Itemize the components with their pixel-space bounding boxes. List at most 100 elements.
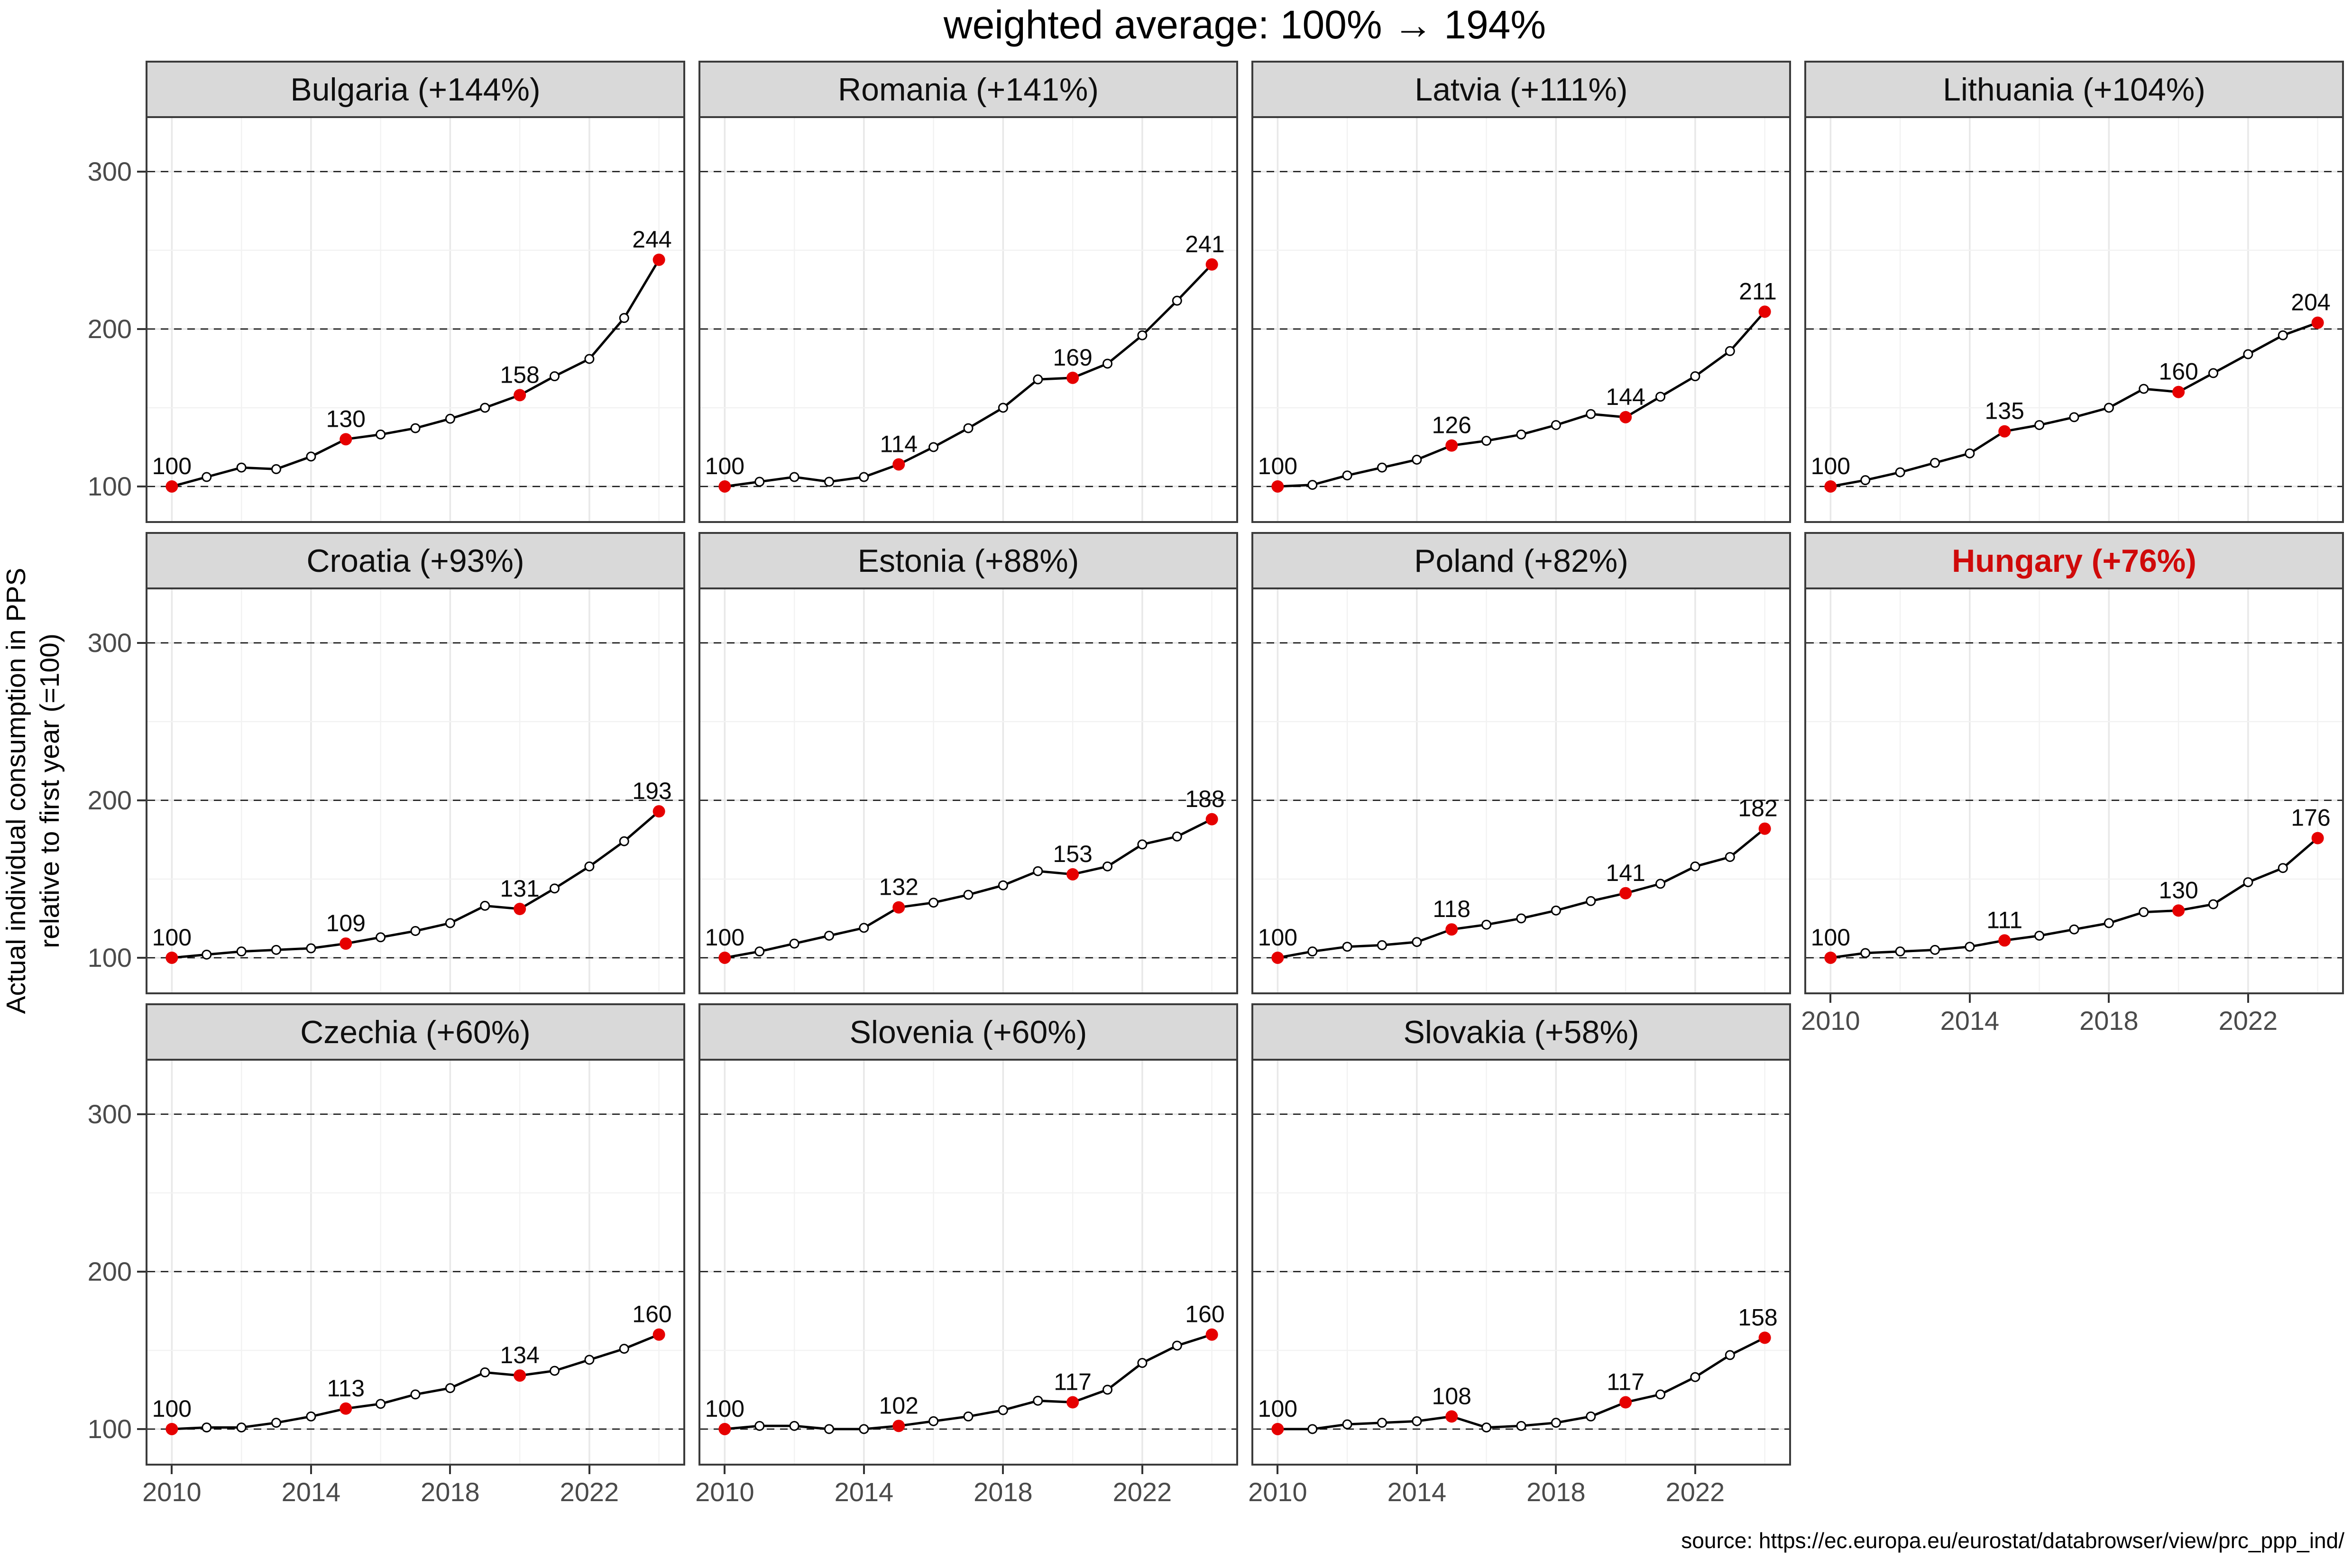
facet-strip-czechia: Czechia (+60%) [146, 1003, 685, 1061]
facet-plot-romania: 100 114 169 241 [700, 118, 1236, 521]
data-point-bulgaria-2012 [236, 462, 247, 473]
data-point-slovakia-2017 [1516, 1421, 1526, 1431]
y-tick-label: 300 [87, 627, 132, 658]
data-point-czechia-2016 [376, 1399, 386, 1409]
highlight-point-poland-2020 [1619, 887, 1632, 899]
highlight-point-lithuania-2010 [1824, 480, 1837, 493]
y-tick-mark [137, 485, 146, 487]
x-tick-label: 2014 [1940, 1006, 2000, 1036]
highlight-point-estonia-2024 [1205, 813, 1218, 825]
chart-title: weighted average: 100% → 194% [943, 2, 1546, 47]
data-point-lithuania-2019 [2139, 384, 2149, 394]
data-point-estonia-2019 [1033, 866, 1043, 876]
highlight-point-lithuania-2024 [2311, 316, 2324, 329]
data-point-lithuania-2017 [2069, 412, 2079, 422]
data-point-croatia-2018 [445, 918, 455, 928]
facet-panel-croatia: 100 109 131 193 [146, 587, 685, 994]
data-point-lithuania-2023 [2278, 330, 2288, 340]
y-axis-title-line1: Actual individual consumption in PPS [0, 568, 31, 1014]
y-tick-label: 200 [87, 1256, 132, 1286]
data-point-czechia-2022 [584, 1355, 595, 1365]
data-point-slovenia-2022 [1137, 1358, 1148, 1368]
y-tick-label: 100 [87, 942, 132, 972]
data-point-hungary-2013 [1929, 944, 1940, 955]
data-point-slovakia-2018 [1551, 1418, 1561, 1428]
data-point-slovenia-2014 [859, 1424, 869, 1434]
highlight-point-bulgaria-2015 [340, 433, 352, 446]
data-point-croatia-2012 [236, 946, 247, 957]
data-point-slovenia-2018 [998, 1405, 1008, 1415]
data-point-romania-2022 [1137, 330, 1148, 340]
data-point-bulgaria-2019 [480, 403, 490, 413]
data-point-latvia-2016 [1481, 436, 1492, 446]
y-tick-mark [137, 1113, 146, 1115]
point-label-poland-2020: 141 [1606, 860, 1645, 886]
data-point-romania-2014 [859, 472, 869, 482]
highlight-point-slovakia-2010 [1271, 1422, 1284, 1435]
source-note: source: https://ec.europa.eu/eurostat/da… [1681, 1528, 2344, 1553]
data-point-slovakia-2014 [1412, 1416, 1422, 1426]
data-point-bulgaria-2014 [306, 451, 316, 462]
data-point-estonia-2018 [998, 880, 1008, 890]
point-label-hungary-2015: 111 [1986, 907, 2022, 933]
highlight-point-bulgaria-2020 [514, 389, 526, 402]
data-point-poland-2014 [1412, 937, 1422, 947]
data-point-hungary-2022 [2243, 877, 2253, 888]
x-tick-mark [449, 1466, 451, 1474]
data-point-latvia-2023 [1725, 346, 1735, 356]
data-point-slovakia-2011 [1307, 1424, 1318, 1434]
x-tick-label: 2022 [2218, 1006, 2278, 1036]
facet-strip-latvia: Latvia (+111%) [1251, 61, 1791, 118]
point-label-bulgaria-2010: 100 [152, 453, 192, 479]
highlight-point-croatia-2015 [340, 937, 352, 950]
data-point-slovenia-2019 [1033, 1395, 1043, 1406]
point-label-latvia-2024: 211 [1739, 278, 1777, 304]
data-point-hungary-2016 [2034, 930, 2045, 941]
facet-plot-hungary: 100 111 130 176 [1806, 589, 2342, 992]
data-point-czechia-2017 [410, 1389, 421, 1400]
x-tick-label: 2010 [142, 1477, 202, 1507]
point-label-romania-2015: 114 [880, 431, 918, 457]
point-label-latvia-2010: 100 [1258, 453, 1297, 479]
point-label-lithuania-2024: 204 [2291, 289, 2330, 316]
highlight-point-slovakia-2020 [1619, 1396, 1632, 1409]
data-point-latvia-2022 [1690, 371, 1700, 382]
highlight-point-estonia-2015 [892, 901, 905, 914]
data-point-bulgaria-2018 [445, 413, 455, 424]
data-point-croatia-2016 [376, 932, 386, 943]
highlight-point-slovenia-2010 [718, 1422, 731, 1435]
data-point-poland-2012 [1342, 942, 1352, 952]
highlight-point-croatia-2010 [165, 951, 178, 964]
data-point-slovakia-2016 [1481, 1422, 1492, 1433]
data-point-romania-2016 [928, 442, 939, 452]
data-point-hungary-2019 [2139, 907, 2149, 917]
data-point-czechia-2014 [306, 1411, 316, 1421]
highlight-point-latvia-2024 [1758, 305, 1771, 318]
x-tick-mark [1555, 1466, 1557, 1474]
highlight-point-czechia-2015 [340, 1402, 352, 1415]
highlight-point-croatia-2020 [514, 903, 526, 916]
point-label-estonia-2020: 153 [1053, 841, 1092, 867]
facet-panel-estonia: 100 132 153 188 [698, 587, 1238, 994]
data-point-lithuania-2012 [1895, 467, 1905, 477]
point-label-slovakia-2020: 117 [1607, 1369, 1645, 1395]
x-tick-mark [1694, 1466, 1696, 1474]
x-tick-label: 2022 [1112, 1477, 1172, 1507]
y-tick-label: 300 [87, 1099, 132, 1129]
x-tick-mark [1002, 1466, 1004, 1474]
y-tick-mark [137, 328, 146, 330]
highlight-point-lithuania-2015 [1998, 425, 2011, 438]
x-tick-label: 2014 [281, 1477, 341, 1507]
data-point-latvia-2017 [1516, 429, 1526, 440]
highlight-point-estonia-2020 [1066, 868, 1079, 880]
data-point-lithuania-2013 [1929, 458, 1940, 468]
highlight-point-hungary-2010 [1824, 951, 1837, 964]
data-point-slovenia-2013 [824, 1424, 834, 1434]
data-point-lithuania-2021 [2208, 368, 2219, 378]
y-tick-mark [137, 1428, 146, 1430]
point-label-bulgaria-2024: 244 [632, 226, 671, 253]
x-tick-label: 2010 [1801, 1006, 1860, 1036]
highlight-point-latvia-2015 [1445, 439, 1458, 452]
x-tick-mark [724, 1466, 726, 1474]
facet-strip-slovenia: Slovenia (+60%) [698, 1003, 1238, 1061]
